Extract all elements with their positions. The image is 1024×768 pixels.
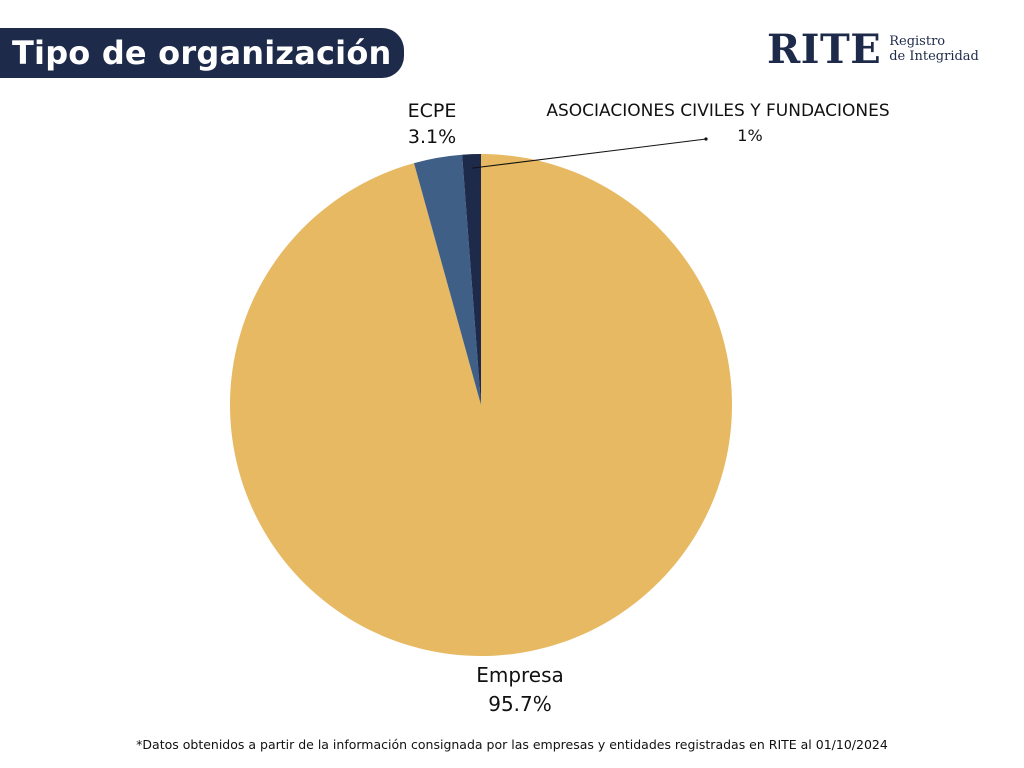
pie-slice-empresa [229,154,733,656]
logo-word: RITE [767,25,882,73]
pie-slice-ecpe [414,154,481,405]
slice-pct-ecpe: 3.1% [408,126,456,148]
slice-pct-asociaciones: 1% [737,126,762,145]
leader-line-asociaciones [472,138,707,169]
footnote: *Datos obtenidos a partir de la informac… [136,737,888,752]
page-title: Tipo de organización [12,34,392,72]
slice-label-empresa: Empresa [476,663,564,687]
slice-label-ecpe: ECPE [408,100,457,122]
pie-slice-asociaciones-civiles-y-fundaciones [462,154,481,405]
rite-logo: RITE Registro de Integridad [767,24,979,74]
slice-pct-empresa: 95.7% [488,692,552,716]
leader-line-end-dot [704,137,708,141]
title-banner: Tipo de organización [0,28,404,78]
logo-subtitle: Registro de Integridad [889,34,979,64]
logo-subtitle-line-1: Registro [889,34,946,49]
logo-subtitle-line-2: de Integridad [889,49,979,64]
slice-label-asociaciones: ASOCIACIONES CIVILES Y FUNDACIONES [546,101,889,121]
